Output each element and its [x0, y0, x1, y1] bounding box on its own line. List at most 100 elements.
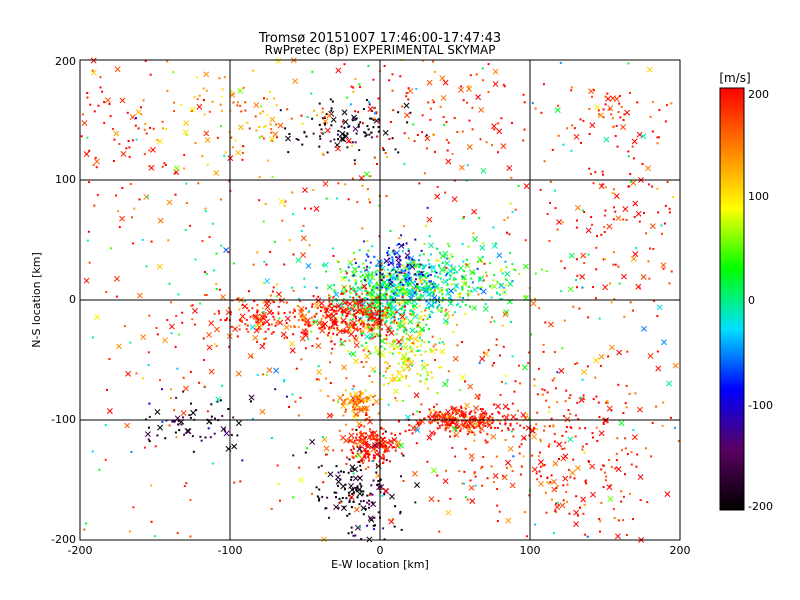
- scatter-cross: [537, 459, 544, 466]
- scatter-cross: [649, 223, 656, 230]
- scatter-point: [103, 121, 106, 124]
- scatter-point: [346, 514, 349, 517]
- scatter-point: [427, 372, 430, 375]
- scatter-cross: [208, 320, 215, 327]
- scatter-point: [388, 253, 391, 256]
- scatter-cross: [304, 317, 311, 324]
- scatter-point: [609, 282, 611, 285]
- scatter-cross: [326, 412, 333, 419]
- scatter-point: [366, 312, 369, 315]
- scatter-point: [241, 320, 244, 323]
- scatter-point: [391, 268, 394, 271]
- scatter-point: [632, 518, 634, 521]
- scatter-point: [262, 311, 265, 314]
- scatter-point: [428, 327, 431, 330]
- scatter-point: [99, 86, 102, 89]
- scatter-point: [501, 415, 504, 418]
- scatter-cross: [409, 263, 416, 270]
- scatter-point: [539, 188, 542, 191]
- scatter-point: [330, 352, 333, 355]
- scatter-point: [575, 279, 577, 281]
- scatter-point: [366, 265, 369, 268]
- scatter-point: [482, 456, 485, 458]
- scatter-point: [411, 305, 414, 308]
- scatter-point: [321, 436, 324, 438]
- scatter-point: [271, 139, 274, 142]
- scatter-point: [464, 415, 467, 418]
- scatter-point: [570, 89, 573, 92]
- scatter-point: [198, 381, 201, 384]
- scatter-point: [367, 249, 370, 252]
- scatter-point: [599, 530, 601, 533]
- scatter-point: [420, 310, 423, 313]
- scatter-cross: [568, 252, 575, 259]
- scatter-point: [413, 315, 415, 317]
- scatter-point: [276, 464, 279, 467]
- scatter-point: [412, 311, 415, 314]
- scatter-point: [299, 396, 302, 399]
- scatter-point: [445, 121, 448, 124]
- scatter-point: [650, 455, 652, 458]
- scatter-point: [224, 319, 227, 322]
- scatter-cross: [352, 358, 359, 365]
- scatter-point: [430, 288, 432, 291]
- scatter-point: [379, 310, 382, 313]
- scatter-point: [483, 414, 486, 417]
- scatter-point: [352, 318, 354, 321]
- scatter-point: [410, 278, 413, 281]
- scatter-point: [412, 123, 415, 126]
- scatter-point: [385, 279, 388, 282]
- scatter-cross: [598, 353, 605, 360]
- scatter-point: [238, 318, 241, 321]
- scatter-point: [656, 187, 659, 190]
- scatter-point: [353, 337, 356, 340]
- scatter-point: [495, 455, 498, 458]
- scatter-point: [256, 311, 258, 314]
- scatter-point: [117, 210, 120, 213]
- scatter-point: [400, 234, 403, 237]
- scatter-point: [386, 441, 389, 444]
- scatter-cross: [466, 425, 473, 432]
- scatter-cross: [369, 332, 376, 339]
- scatter-point: [668, 211, 671, 214]
- scatter-point: [384, 294, 387, 297]
- scatter-point: [337, 182, 340, 185]
- scatter-cross: [157, 424, 164, 431]
- scatter-point: [563, 447, 566, 450]
- scatter-cross: [278, 198, 285, 205]
- scatter-point: [343, 63, 346, 66]
- scatter-point: [354, 141, 357, 144]
- scatter-cross: [396, 370, 403, 377]
- scatter-point: [407, 268, 410, 271]
- scatter-point: [357, 460, 360, 463]
- scatter-point: [469, 417, 472, 420]
- scatter-point: [461, 243, 464, 246]
- scatter-point: [448, 297, 451, 299]
- scatter-point: [390, 296, 393, 298]
- scatter-point: [440, 420, 443, 422]
- scatter-point: [402, 278, 405, 281]
- scatter-point: [324, 507, 327, 510]
- scatter-point: [364, 468, 367, 470]
- scatter-point: [255, 129, 258, 132]
- scatter-point: [352, 534, 355, 537]
- scatter-point: [585, 482, 588, 485]
- scatter-cross: [297, 476, 304, 483]
- scatter-point: [408, 339, 411, 342]
- scatter-point: [354, 455, 357, 458]
- scatter-point: [95, 166, 98, 169]
- scatter-point: [630, 463, 633, 466]
- scatter-point: [215, 282, 218, 285]
- scatter-point: [576, 274, 579, 277]
- scatter-point: [389, 460, 391, 463]
- scatter-point: [293, 309, 296, 312]
- scatter-cross: [491, 283, 498, 290]
- scatter-point: [453, 407, 456, 410]
- scatter-point: [328, 326, 331, 329]
- scatter-point: [354, 262, 357, 264]
- scatter-point: [261, 307, 264, 310]
- scatter-point: [335, 312, 338, 315]
- scatter-point: [486, 477, 489, 480]
- scatter-cross: [316, 369, 323, 376]
- scatter-point: [387, 367, 390, 370]
